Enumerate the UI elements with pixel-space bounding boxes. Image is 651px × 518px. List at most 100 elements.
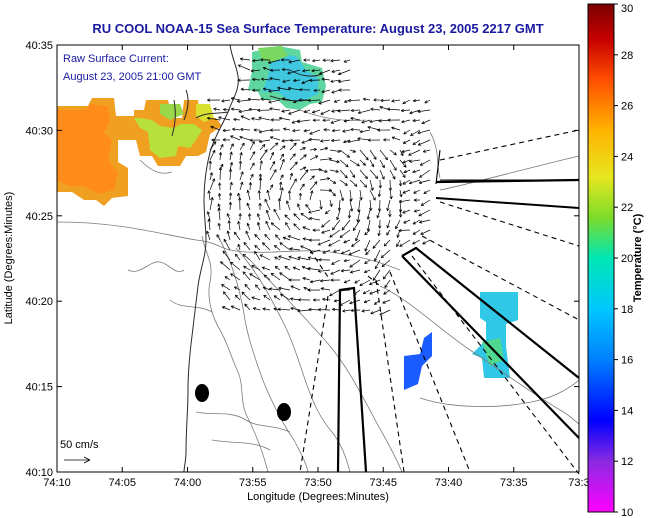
current-vector-head [351, 198, 353, 202]
current-vector [279, 181, 282, 191]
current-vector [364, 269, 371, 273]
current-vector [401, 119, 411, 123]
current-vector [231, 108, 241, 111]
current-vector [332, 219, 341, 231]
current-vector-head [331, 71, 335, 73]
current-vector-head [231, 107, 235, 110]
current-vector-head [252, 79, 256, 82]
current-vector-head [370, 311, 374, 314]
current-vector-head [413, 190, 416, 194]
current-vector-head [412, 120, 416, 123]
current-vector [266, 209, 271, 221]
current-vector-head [421, 121, 424, 124]
current-vector-head [345, 182, 348, 186]
current-vector [249, 141, 255, 151]
current-vector-head [424, 100, 427, 104]
current-vector [319, 199, 322, 210]
current-vector [279, 242, 291, 251]
current-vector [239, 136, 251, 141]
current-vector [218, 207, 221, 221]
current-vector [297, 309, 311, 312]
current-vector-head [260, 173, 263, 177]
current-vector-head [321, 78, 325, 81]
current-vector-head [311, 68, 315, 72]
current-vector-head [300, 212, 304, 215]
current-vector [379, 199, 381, 212]
current-vector-head [268, 89, 272, 92]
current-vector [288, 256, 301, 261]
current-vector-head [258, 117, 262, 120]
current-vector-head [261, 78, 264, 81]
colorbar-tick-label: 18 [621, 304, 633, 316]
current-vector [412, 139, 421, 145]
current-vector-head [313, 88, 317, 91]
current-vector [365, 249, 371, 256]
current-vector-head [240, 171, 244, 175]
current-vector-head [308, 210, 312, 213]
current-vector-head [384, 158, 388, 161]
current-vector [278, 255, 291, 261]
current-vector-head [363, 300, 367, 303]
current-vector-head [262, 308, 266, 311]
current-vector-head [217, 223, 220, 227]
current-vector [389, 189, 392, 200]
current-vector-head [244, 303, 246, 307]
current-vector-head [292, 129, 296, 132]
current-vector-head [267, 189, 270, 193]
current-vector [379, 159, 385, 169]
current-vector-head [237, 64, 241, 68]
current-vector-head [364, 231, 367, 236]
current-vector-head [282, 145, 286, 147]
current-vector-head [247, 222, 250, 226]
current-vector-head [402, 101, 405, 104]
current-vector-head [253, 307, 257, 309]
current-vector-head [343, 260, 347, 263]
map-title: RU COOL NOAA-15 Sea Surface Temperature:… [92, 21, 543, 36]
current-vector-head [292, 130, 296, 133]
current-vector-head [373, 157, 377, 160]
current-vector [363, 299, 371, 303]
current-vector [347, 139, 361, 143]
current-vector-head [257, 110, 261, 113]
current-vector-head [301, 266, 305, 270]
current-vector-head [240, 127, 244, 130]
current-vector [396, 239, 401, 247]
current-vector-head [269, 287, 273, 290]
current-vector-head [228, 220, 231, 224]
current-vector-head [418, 180, 422, 184]
current-vector-head [247, 189, 250, 193]
current-vector-head [308, 239, 312, 242]
current-vector [262, 242, 271, 251]
current-vector-head [290, 285, 294, 289]
current-vector [370, 309, 381, 314]
current-vector [333, 99, 341, 103]
current-vector-head [312, 118, 316, 121]
current-vector-head [270, 152, 274, 155]
current-vector [277, 87, 291, 91]
current-vector [299, 166, 307, 171]
current-vector-head [283, 128, 286, 131]
current-vector-head [264, 198, 268, 202]
current-vector-head [238, 197, 240, 201]
current-vector-head [239, 136, 242, 140]
current-vector [321, 78, 331, 81]
current-vector [249, 213, 251, 221]
current-vector-head [402, 160, 406, 163]
current-vector-head [303, 130, 307, 133]
current-vector-head [298, 99, 302, 102]
current-vector-head [212, 197, 214, 201]
current-vector-head [401, 149, 405, 153]
current-vector-head [221, 100, 225, 103]
current-vector [333, 249, 341, 253]
current-vector-head [333, 99, 337, 103]
current-vector-head [346, 163, 349, 168]
current-vector [339, 149, 350, 158]
current-vector-head [378, 119, 382, 122]
current-vector [284, 214, 291, 221]
current-vector [299, 192, 301, 201]
current-vector [239, 142, 245, 151]
y-tick-label: 40:25 [25, 211, 53, 223]
current-vector [383, 239, 391, 247]
current-vector-head [331, 69, 335, 73]
current-vector-head [349, 198, 352, 202]
